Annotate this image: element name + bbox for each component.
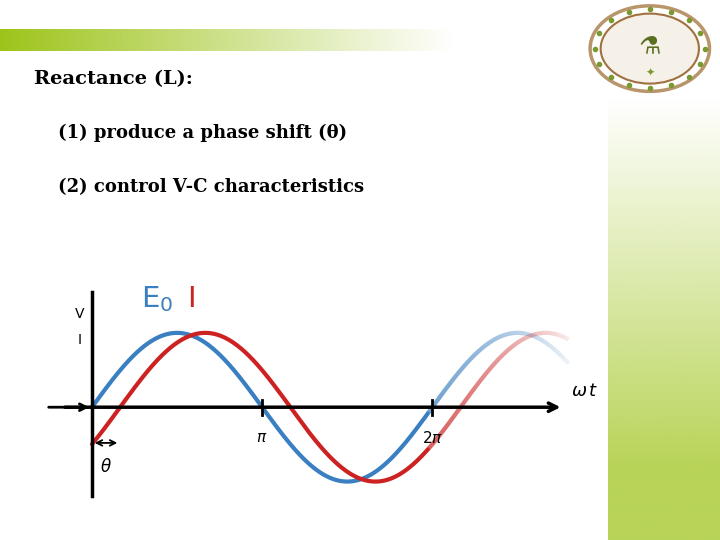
Ellipse shape bbox=[600, 14, 699, 84]
Text: ✦: ✦ bbox=[645, 68, 654, 78]
Text: $\theta$: $\theta$ bbox=[100, 458, 112, 476]
Text: $\pi$: $\pi$ bbox=[256, 429, 268, 444]
Text: $\omega\,t$: $\omega\,t$ bbox=[572, 382, 599, 400]
Text: V: V bbox=[76, 307, 85, 321]
Text: ⚗: ⚗ bbox=[639, 35, 661, 59]
Text: Reactance (L):: Reactance (L): bbox=[34, 70, 192, 88]
Text: I: I bbox=[78, 333, 82, 347]
Text: $\rm I$: $\rm I$ bbox=[186, 286, 194, 313]
Text: (1) produce a phase shift (θ): (1) produce a phase shift (θ) bbox=[58, 124, 347, 143]
Text: $2\pi$: $2\pi$ bbox=[422, 429, 443, 445]
Text: $\rm E_0$: $\rm E_0$ bbox=[140, 285, 173, 314]
Text: (2) control V-C characteristics: (2) control V-C characteristics bbox=[58, 178, 364, 196]
